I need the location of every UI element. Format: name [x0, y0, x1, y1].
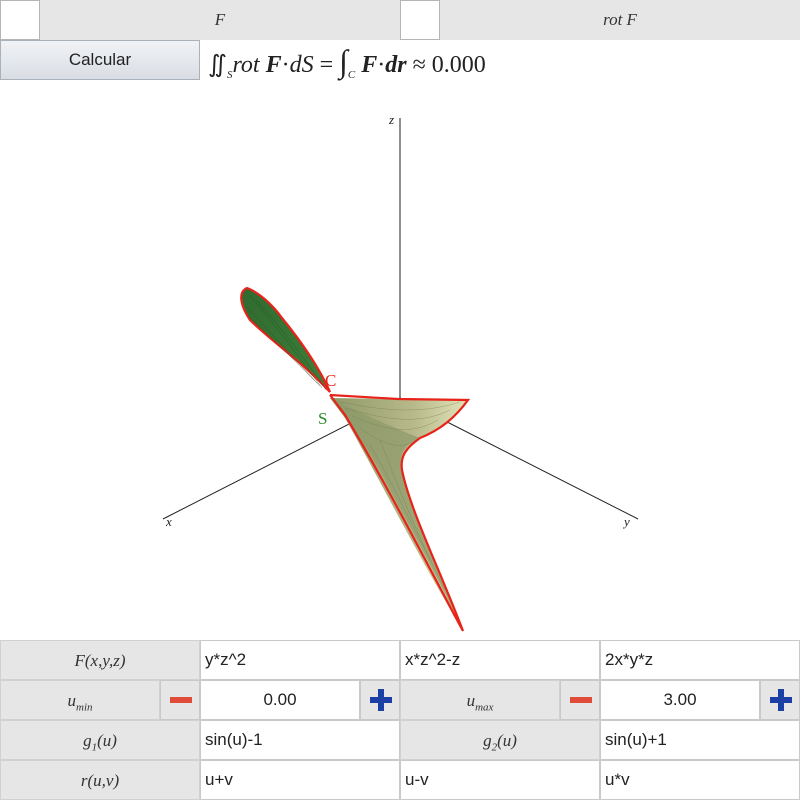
r-uv-label: r(u,v) [0, 760, 200, 800]
surface-label-s: S [318, 409, 327, 428]
umax-label: umax [400, 680, 560, 720]
surface-subscript: S [226, 68, 233, 81]
stokes-formula: ∬Srot F·dS = ∫C F·dr ≈ 0.000 [208, 41, 798, 81]
umax-decrement-button[interactable] [560, 680, 600, 720]
dot-operator-2: · [377, 52, 386, 78]
z-axis-label: z [388, 112, 394, 127]
calculate-button[interactable]: Calcular [0, 40, 200, 80]
equals-sign: = [319, 52, 334, 78]
result-value: 0.000 [431, 52, 486, 78]
g1-input[interactable]: sin(u)-1 [200, 720, 400, 760]
curve-subscript: C [347, 68, 356, 81]
y-axis-label: y [622, 514, 630, 529]
g2-input[interactable]: sin(u)+1 [600, 720, 800, 760]
umin-subscript: min [76, 701, 93, 714]
double-integral-sign: ∬ [208, 52, 227, 78]
approx-sign: ≈ [412, 52, 426, 78]
minus-icon [570, 697, 592, 703]
line-integral-sign: ∫ [339, 43, 348, 79]
f-xyz-label: F(x,y,z) [0, 640, 200, 680]
g2-label: g2(u) [400, 720, 600, 760]
vector-f: F [265, 52, 282, 78]
minus-icon [170, 697, 192, 703]
g2-subscript: 2 [491, 741, 498, 754]
ds-text: dS [289, 52, 314, 78]
umin-decrement-button[interactable] [160, 680, 200, 720]
umin-increment-button[interactable] [360, 680, 400, 720]
curve-c [329, 393, 471, 632]
show-rotf-checkbox[interactable] [400, 0, 440, 40]
umin-input[interactable]: 0.00 [200, 680, 360, 720]
f-label: F [214, 10, 226, 29]
r-component-y-input[interactable]: u-v [400, 760, 600, 800]
rot-text: rot [232, 52, 260, 78]
vector-f-2: F [361, 52, 378, 78]
umax-input[interactable]: 3.00 [600, 680, 760, 720]
surface-strip [335, 400, 463, 631]
r-component-x-input[interactable]: u+v [200, 760, 400, 800]
surface-lobe-mesh [245, 295, 327, 391]
f-component-z-input[interactable]: 2x*y*z [600, 640, 800, 680]
g1-subscript: 1 [91, 741, 98, 754]
surface-fan [330, 398, 468, 631]
f-component-x-input[interactable]: y*z^2 [200, 640, 400, 680]
dot-operator: · [281, 52, 290, 78]
curve-label-c: C [325, 371, 336, 390]
r-component-z-input[interactable]: u*v [600, 760, 800, 800]
show-f-checkbox[interactable] [0, 0, 40, 40]
x-axis-label: x [165, 514, 172, 529]
umax-subscript: max [475, 701, 494, 714]
rotf-label: rot F [603, 10, 637, 29]
plot-canvas[interactable]: z x y C S [0, 82, 800, 640]
umax-increment-button[interactable] [760, 680, 800, 720]
umin-label: umin [0, 680, 160, 720]
dr-text: dr [385, 52, 407, 78]
g1-label: g1(u) [0, 720, 200, 760]
f-component-y-input[interactable]: x*z^2-z [400, 640, 600, 680]
